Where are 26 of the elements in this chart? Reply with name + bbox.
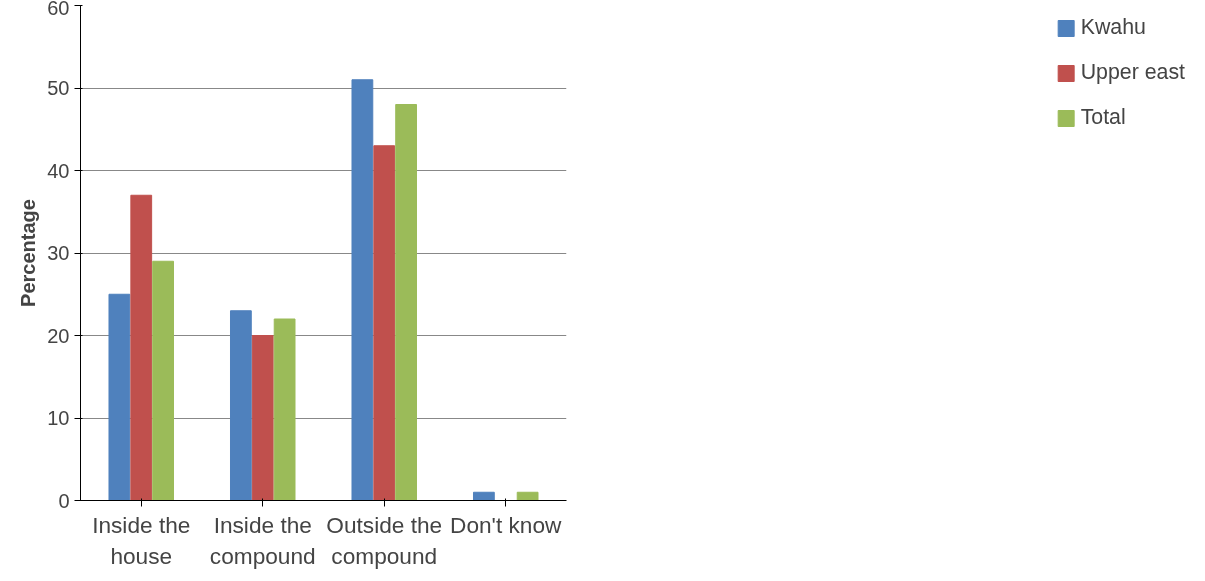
bar	[373, 145, 396, 501]
bar	[229, 310, 252, 501]
x-tick-label: Inside the house	[92, 511, 191, 569]
bar	[273, 318, 296, 501]
y-tick-label: 40	[47, 159, 70, 182]
legend-label: Kwahu	[1080, 15, 1146, 40]
y-tick-label: 20	[47, 324, 70, 347]
x-tick-label: Inside the compound	[209, 511, 316, 569]
y-tick-label: 30	[47, 242, 70, 264]
y-axis-title: Percentage	[17, 199, 40, 307]
legend-label: Upper east	[1080, 60, 1185, 85]
x-tick-label: Outside the compound	[326, 511, 443, 569]
legend-label: Total	[1080, 105, 1126, 130]
y-tick-label: 10	[47, 407, 70, 429]
bar	[130, 194, 153, 501]
bar	[395, 104, 418, 501]
bar	[108, 293, 131, 501]
x-tick-label: Don't know	[450, 511, 563, 538]
bar	[351, 79, 374, 501]
bar	[472, 491, 495, 501]
bar	[516, 491, 539, 501]
bar	[251, 335, 274, 501]
y-tick-label: 50	[47, 77, 70, 99]
y-tick-label: 60	[47, 0, 70, 19]
y-tick-label: 0	[58, 489, 70, 512]
bar	[152, 260, 175, 501]
